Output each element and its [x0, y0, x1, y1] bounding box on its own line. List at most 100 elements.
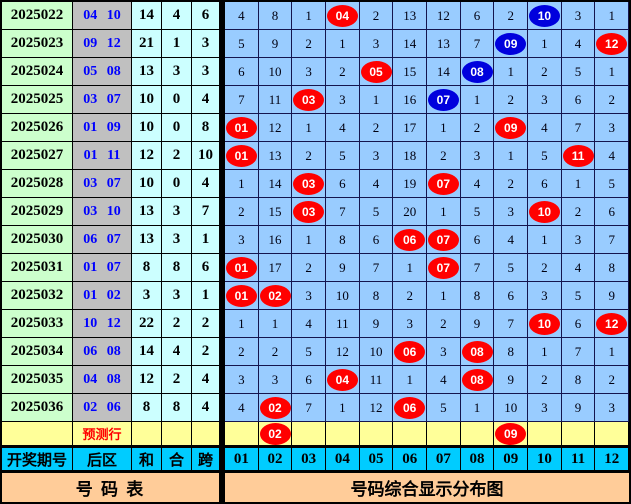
miss-count-cell: 2: [292, 30, 327, 58]
drawn-ball-red: 06: [394, 396, 426, 419]
miss-count-cell: 10: [326, 282, 360, 310]
miss-count-cell: 7: [326, 198, 360, 226]
miss-count-cell: 11: [359, 366, 394, 394]
miss-count-cell: 2: [292, 142, 327, 170]
miss-count-cell: [359, 422, 394, 446]
sum-cell: 21: [132, 30, 162, 58]
miss-count-cell: 5: [427, 394, 461, 422]
miss-count-cell: 3: [292, 282, 327, 310]
span-cell: [192, 422, 220, 446]
miss-count-cell: 7: [292, 394, 327, 422]
section-divider-bar: [220, 473, 225, 502]
miss-count-cell: 1: [359, 86, 394, 114]
miss-count-cell: 10: [494, 394, 529, 422]
miss-count-cell: [292, 422, 327, 446]
table-row: 2025028 03 07 10 0 4 1 14 03 6 4 19 07 4 2 6 1 5: [2, 170, 630, 198]
back-numbers-cell: 09 12: [73, 30, 132, 58]
period-cell: 2025035: [2, 366, 73, 394]
table-row: 2025022 04 10 14 4 6 4 8 1 04 2 13 12 6 2 10 3 1: [2, 2, 630, 30]
miss-count-cell: [595, 422, 630, 446]
drawn-ball-cell: 05: [359, 58, 394, 86]
miss-count-cell: 15: [258, 198, 293, 226]
drawn-ball-red: 01: [225, 284, 257, 307]
miss-count-cell: 2: [326, 58, 360, 86]
sum-cell: 13: [132, 198, 162, 226]
header-ball-number: 06: [393, 448, 428, 471]
sum-cell: 14: [132, 338, 162, 366]
drawn-ball-cell: 02: [258, 282, 293, 310]
miss-count-cell: 5: [528, 142, 562, 170]
header-ball-number: 09: [494, 448, 529, 471]
miss-count-cell: 6: [292, 366, 327, 394]
miss-count-cell: 11: [258, 86, 293, 114]
miss-count-cell: 18: [393, 142, 428, 170]
drawn-ball-red: 07: [427, 172, 459, 195]
drawn-ball-cell: 08: [460, 366, 495, 394]
miss-count-cell: 3: [528, 282, 562, 310]
miss-count-cell: [393, 422, 428, 446]
table-row: 2025035 04 08 12 2 4 3 3 6 04 11 1 4 08 9 2 8 2: [2, 366, 630, 394]
drawn-ball-cell: 08: [460, 338, 495, 366]
section-divider-bar: [220, 394, 225, 422]
section-divider-bar: [220, 30, 225, 58]
miss-count-cell: 6: [359, 226, 394, 254]
span-cell: 1: [192, 282, 220, 310]
miss-count-cell: [460, 422, 495, 446]
miss-count-cell: 6: [326, 170, 360, 198]
sum-cell: 13: [132, 226, 162, 254]
span-cell: 10: [192, 142, 220, 170]
drawn-ball-red: 12: [596, 312, 628, 335]
miss-count-cell: 4: [326, 114, 360, 142]
span-cell: 4: [192, 170, 220, 198]
miss-count-cell: 1: [595, 2, 630, 30]
miss-count-cell: 8: [359, 282, 394, 310]
miss-count-cell: 12: [326, 338, 360, 366]
miss-count-cell: 2: [292, 254, 327, 282]
drawn-ball-cell: 10: [528, 198, 562, 226]
miss-count-cell: 8: [258, 2, 293, 30]
miss-count-cell: 4: [427, 366, 461, 394]
footer-left-label: 号 码 表: [2, 473, 220, 502]
miss-count-cell: 1: [460, 394, 495, 422]
tail-cell: 8: [162, 254, 192, 282]
tail-cell: 0: [162, 170, 192, 198]
miss-count-cell: 1: [561, 170, 596, 198]
miss-count-cell: 6: [561, 86, 596, 114]
drawn-ball-red: 07: [427, 228, 459, 251]
miss-count-cell: 4: [225, 2, 259, 30]
miss-count-cell: 13: [393, 2, 428, 30]
table-row: 2025031 01 07 8 8 6 01 17 2 9 7 1 07 7 5 2 4 8: [2, 254, 630, 282]
section-divider-bar: [220, 366, 225, 394]
tail-cell: 3: [162, 226, 192, 254]
miss-count-cell: 6: [561, 310, 596, 338]
sum-cell: 14: [132, 2, 162, 30]
drawn-ball-cell: 06: [393, 394, 428, 422]
section-divider-bar: [220, 254, 225, 282]
prediction-label: 预测行: [73, 422, 132, 446]
tail-cell: 0: [162, 114, 192, 142]
miss-count-cell: 7: [561, 114, 596, 142]
back-numbers-cell: 06 07: [73, 226, 132, 254]
period-cell: 2025030: [2, 226, 73, 254]
drawn-ball-red: 02: [259, 422, 291, 445]
miss-count-cell: 1: [460, 86, 495, 114]
drawn-ball-cell: 10: [528, 2, 562, 30]
miss-count-cell: 7: [460, 254, 495, 282]
span-cell: 3: [192, 30, 220, 58]
drawn-ball-cell: 10: [528, 310, 562, 338]
miss-count-cell: 15: [393, 58, 428, 86]
miss-count-cell: 2: [258, 338, 293, 366]
section-divider-bar: [220, 422, 225, 446]
period-cell: 2025025: [2, 86, 73, 114]
miss-count-cell: 4: [561, 30, 596, 58]
header-tail: 合: [162, 448, 192, 471]
drawn-ball-cell: 12: [595, 310, 630, 338]
miss-count-cell: 2: [528, 366, 562, 394]
miss-count-cell: 6: [460, 226, 495, 254]
drawn-ball-cell: 03: [292, 86, 327, 114]
drawn-ball-red: 09: [495, 422, 527, 445]
section-divider-bar: [220, 310, 225, 338]
span-cell: 4: [192, 394, 220, 422]
section-divider-bar: [220, 338, 225, 366]
miss-count-cell: 9: [595, 282, 630, 310]
